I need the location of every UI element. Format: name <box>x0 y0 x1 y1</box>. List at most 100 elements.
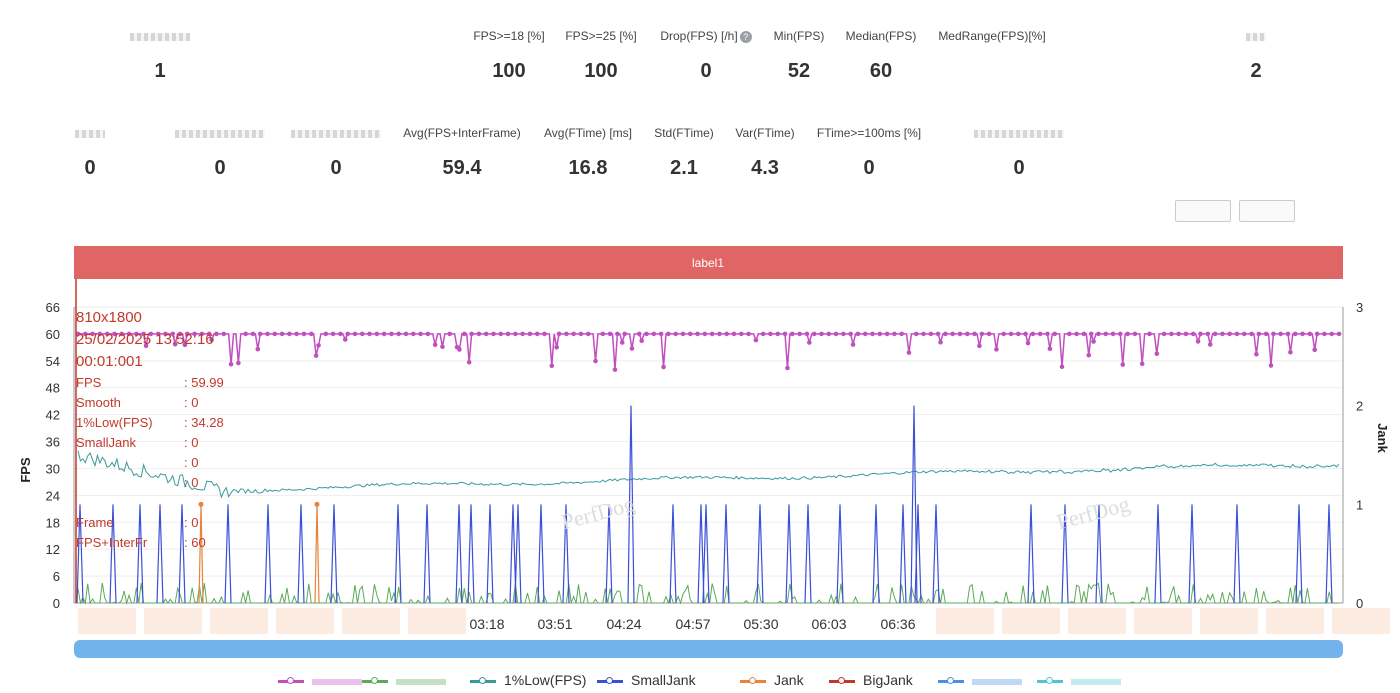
x-tick-bg <box>594 606 654 636</box>
toolbar-button-2[interactable] <box>1239 200 1296 222</box>
x-axis-overview-bar[interactable] <box>74 640 1343 658</box>
fps-point <box>1176 331 1181 337</box>
y-tick-left: 66 <box>46 300 60 315</box>
fps-point <box>1045 331 1050 337</box>
fps-point <box>1025 340 1031 346</box>
fps-point <box>82 331 88 337</box>
question-circle-icon[interactable]: ? <box>739 30 752 43</box>
smalljank-spike <box>423 504 431 604</box>
legend-swatch <box>829 676 855 684</box>
legend-item[interactable] <box>1037 672 1121 688</box>
x-tick-label: 03:18 <box>469 616 504 632</box>
tooltip-key: FPS <box>76 375 102 390</box>
fps-point <box>1147 331 1152 337</box>
fps-point <box>619 340 625 345</box>
legend-item[interactable] <box>278 672 362 688</box>
smalljank-spike <box>1325 504 1333 604</box>
fps-point <box>972 331 977 337</box>
tooltip-key: FPS+InterFr <box>76 535 148 550</box>
fps-point <box>1015 331 1021 337</box>
fps-point <box>1118 331 1123 337</box>
legend-swatch <box>740 676 766 684</box>
smalljank-spike <box>914 504 922 604</box>
fps-point <box>862 331 868 337</box>
fps-point <box>542 331 547 337</box>
fps-point <box>921 331 926 337</box>
legend-label <box>972 679 1022 685</box>
legend-item[interactable] <box>362 672 446 688</box>
fps-point <box>396 331 402 337</box>
smalljank-spike <box>297 504 305 604</box>
stat-r2-3: 0 <box>271 125 401 180</box>
fps-point <box>381 331 387 337</box>
fps-point <box>1067 331 1072 337</box>
fps-point <box>782 331 788 337</box>
fps-point <box>1008 331 1014 337</box>
tooltip-row: Smooth: 0 <box>76 393 246 413</box>
fps-point <box>148 331 154 337</box>
fps-point <box>877 331 883 337</box>
fps-point <box>768 331 773 337</box>
x-tick-blurred <box>1266 608 1324 634</box>
fps-point <box>1074 331 1079 337</box>
fps-point <box>661 364 666 370</box>
fps-point <box>1300 331 1305 337</box>
stat-median-fps: Median(FPS) 60 <box>845 29 917 82</box>
tooltip-value: : 0 <box>184 515 199 530</box>
fps-point <box>571 331 576 337</box>
legend-item[interactable] <box>938 672 1022 688</box>
y-tick-left: 48 <box>46 381 60 396</box>
fps-point <box>928 331 934 337</box>
stat-r2-1: 0 <box>25 125 155 180</box>
y-tick-left: 30 <box>46 461 60 476</box>
fps-point <box>172 341 178 347</box>
y-tick-right: 2 <box>1356 399 1363 414</box>
jank-point <box>314 501 320 507</box>
fps-point <box>977 343 982 349</box>
x-tick-blurred <box>144 608 202 634</box>
tooltip-value: : 0 <box>184 455 199 470</box>
legend-item[interactable]: BigJank <box>829 672 913 688</box>
fps-point <box>1234 331 1240 337</box>
fps-point <box>833 331 839 337</box>
legend-item[interactable]: Jank <box>740 672 804 688</box>
fps-point <box>287 331 292 337</box>
tooltip-row: 1%Low(FPS): 34.28 <box>76 413 246 433</box>
fps-point <box>695 331 700 337</box>
smalljank-spike <box>562 504 570 604</box>
fps-point <box>462 331 467 337</box>
fps-point <box>651 331 657 337</box>
fps-point <box>374 331 380 337</box>
fps-point <box>185 331 190 337</box>
fps-point <box>826 331 832 337</box>
fps-point <box>1154 351 1160 357</box>
fps-point <box>899 331 904 337</box>
fps-point <box>739 331 744 337</box>
x-tick-bg <box>799 606 859 636</box>
smalljank-spike <box>702 504 710 604</box>
fps-point <box>848 331 853 337</box>
fps-point <box>1198 331 1203 337</box>
tooltip-row: : 0 <box>76 473 246 493</box>
tooltip-row: : 0 <box>76 453 246 473</box>
legend-label: 1%Low(FPS) <box>504 672 587 688</box>
toolbar-button-1[interactable] <box>1175 200 1231 222</box>
fps-point <box>330 331 336 337</box>
fps-point <box>257 331 263 337</box>
fps-point <box>753 337 759 343</box>
legend-item[interactable]: SmallJank <box>597 672 696 688</box>
fps-point <box>1241 331 1247 337</box>
fps-point <box>636 331 642 337</box>
smalljank-spike <box>224 504 232 604</box>
x-tick-bg <box>868 606 928 636</box>
fps-point <box>673 331 678 337</box>
legend-item[interactable]: 1%Low(FPS) <box>470 672 586 688</box>
fps-point <box>466 359 472 365</box>
fps-point <box>554 345 559 350</box>
fps-point <box>1110 331 1116 337</box>
legend-swatch <box>938 676 964 684</box>
y-tick-right: 1 <box>1356 497 1363 512</box>
fps-point <box>1120 362 1126 367</box>
fps-point <box>476 331 482 337</box>
label-band[interactable] <box>74 246 1343 279</box>
